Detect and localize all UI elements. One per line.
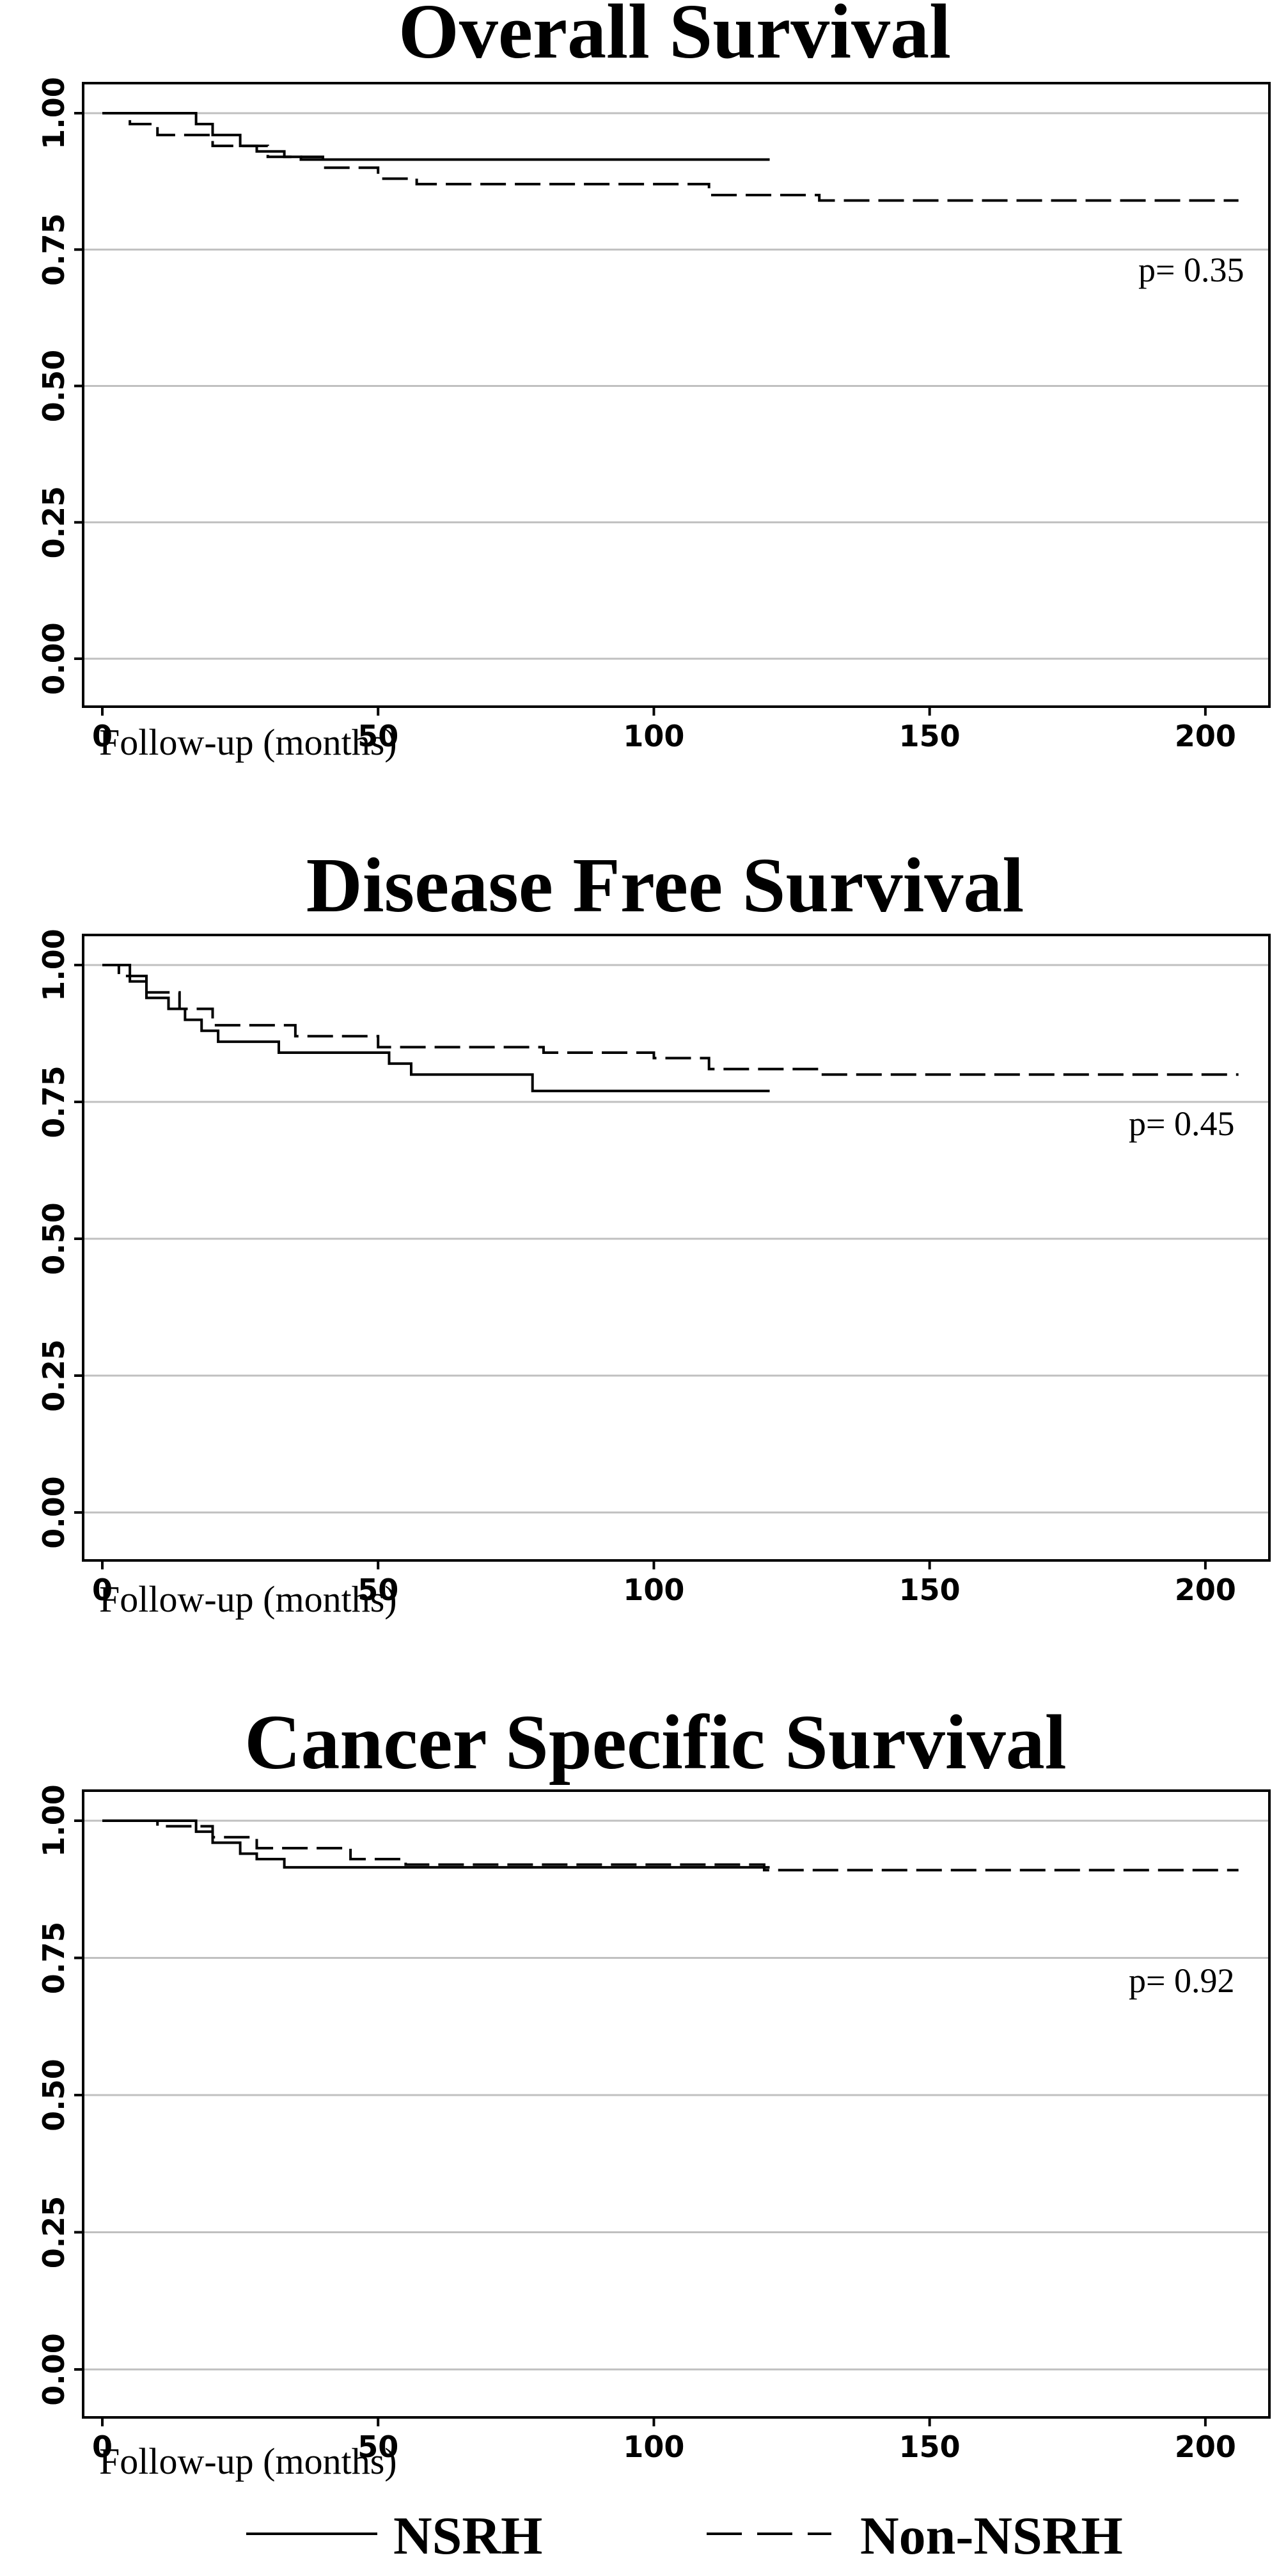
plot-frame xyxy=(82,934,1271,1562)
y-tick-label: 0.50 xyxy=(36,2059,71,2132)
p-value-annotation: p= 0.35 xyxy=(1138,251,1244,289)
series-line-non-nsrh xyxy=(102,964,1239,1076)
x-tick-label: 0 xyxy=(92,2430,113,2464)
x-tick-label: 200 xyxy=(1175,1573,1236,1607)
chart-disease-free-survival: Disease Free Survival Follow-up (months)… xyxy=(36,842,1271,1620)
x-tick-label: 100 xyxy=(623,719,684,753)
y-tick-label: 0.00 xyxy=(36,2333,71,2406)
x-axis-label: Follow-up (months) xyxy=(99,1578,397,1620)
chart-title: Overall Survival xyxy=(398,0,951,75)
x-tick-label: 150 xyxy=(899,2430,961,2464)
y-tick-label: 0.50 xyxy=(36,350,71,423)
x-axis-label: Follow-up (months) xyxy=(99,721,397,763)
y-tick-label: 0.25 xyxy=(36,1339,71,1412)
y-tick-label: 0.50 xyxy=(36,1202,71,1275)
y-tick-label: 0.25 xyxy=(36,486,71,559)
series-line-nsrh xyxy=(102,1819,770,1869)
y-tick-label: 1.00 xyxy=(36,77,71,150)
y-tick-label: 0.25 xyxy=(36,2196,71,2269)
x-tick-label: 200 xyxy=(1175,719,1236,753)
plot-frame xyxy=(82,1789,1271,2419)
legend-label-non-nsrh: Non-NSRH xyxy=(860,2506,1123,2566)
x-tick-label: 100 xyxy=(623,2430,684,2464)
y-tick-label: 1.00 xyxy=(36,929,71,1001)
chart-overall-survival: Overall Survival Follow-up (months) p= 0… xyxy=(36,0,1271,763)
chart-cancer-specific-survival: Cancer Specific Survival Follow-up (mont… xyxy=(36,1699,1271,2482)
x-tick-label: 50 xyxy=(357,1573,398,1607)
x-tick-label: 0 xyxy=(92,1573,113,1607)
x-axis-label: Follow-up (months) xyxy=(99,2440,397,2482)
chart-title: Disease Free Survival xyxy=(306,842,1024,929)
x-tick-label: 200 xyxy=(1175,2430,1236,2464)
x-tick-label: 150 xyxy=(899,719,961,753)
p-value-annotation: p= 0.45 xyxy=(1129,1104,1234,1143)
plot-frame xyxy=(82,82,1271,708)
x-tick-label: 150 xyxy=(899,1573,961,1607)
y-tick-label: 0.00 xyxy=(36,1476,71,1549)
series-line-non-nsrh xyxy=(102,112,1239,202)
series-line-nsrh xyxy=(102,112,770,161)
x-tick-label: 50 xyxy=(357,2430,398,2464)
p-value-annotation: p= 0.92 xyxy=(1129,1961,1234,2000)
series-line-non-nsrh xyxy=(102,1819,1239,1872)
y-tick-label: 1.00 xyxy=(36,1784,71,1857)
legend-label-nsrh: NSRH xyxy=(393,2506,542,2566)
y-tick-label: 0.75 xyxy=(36,1922,71,1995)
legend: NSRH Non-NSRH xyxy=(246,2506,1123,2566)
x-tick-label: 0 xyxy=(92,719,113,753)
chart-title: Cancer Specific Survival xyxy=(244,1699,1066,1786)
y-tick-label: 0.75 xyxy=(36,1065,71,1138)
x-tick-label: 100 xyxy=(623,1573,684,1607)
x-tick-label: 50 xyxy=(357,719,398,753)
y-tick-label: 0.00 xyxy=(36,622,71,695)
series-line-nsrh xyxy=(102,964,770,1092)
y-tick-label: 0.75 xyxy=(36,214,71,287)
